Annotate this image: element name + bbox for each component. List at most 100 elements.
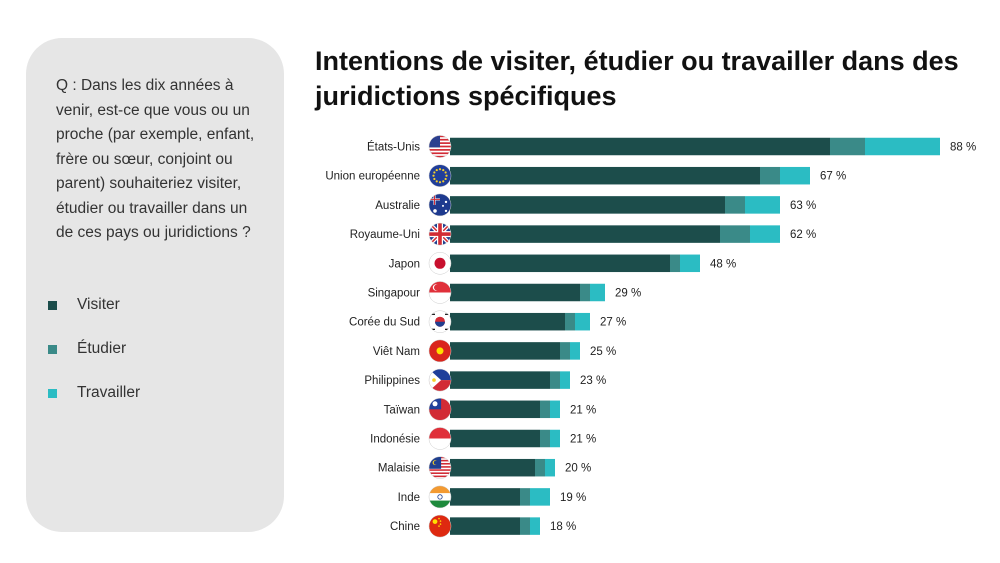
bar-segment-study	[725, 196, 745, 214]
south-korea-flag-icon	[428, 310, 452, 333]
bar-segment-work	[590, 283, 605, 302]
category-label: Indonésie	[370, 434, 420, 446]
category-label: Japon	[389, 258, 420, 270]
bar-segment-work	[750, 225, 780, 243]
india-flag-icon	[428, 485, 452, 509]
bar-segment-work	[530, 488, 550, 506]
bar-segment-visit	[450, 488, 520, 506]
value-label: 62 %	[790, 229, 816, 241]
bar-segment-study	[540, 400, 550, 419]
bar-segment-study	[565, 312, 575, 331]
bar-row: Singapour 29 %	[368, 281, 641, 304]
bar-segment-visit	[450, 342, 560, 360]
bar-row: Malaisie 20 %	[378, 456, 591, 479]
legend-swatch-visit	[48, 301, 57, 310]
malaysia-flag-icon	[428, 456, 452, 479]
indonesia-flag-icon	[428, 427, 452, 450]
bar-segment-work	[560, 371, 570, 389]
category-label: États-Unis	[367, 141, 420, 154]
value-label: 67 %	[820, 171, 846, 183]
category-label: Union européenne	[325, 171, 420, 183]
bar-segment-work	[865, 137, 940, 156]
bar-segment-study	[520, 517, 530, 535]
china-flag-icon	[428, 514, 452, 538]
bar-segment-visit	[450, 312, 565, 331]
bar-segment-study	[580, 283, 590, 302]
bar-row: Chine 18 %	[390, 514, 576, 538]
legend-label-study: Étudier	[77, 340, 127, 357]
bar-segment-visit	[450, 137, 830, 156]
legend-swatch-work	[48, 389, 57, 398]
bar-segment-study	[540, 429, 550, 448]
bar-row: Philippines 23 %	[364, 368, 606, 392]
category-label: Malaisie	[378, 463, 420, 475]
bar-segment-work	[745, 196, 780, 214]
australia-flag-icon	[428, 193, 452, 217]
bar-segment-study	[560, 342, 570, 360]
category-label: Philippines	[364, 375, 420, 387]
legend-panel	[26, 38, 284, 532]
value-label: 29 %	[615, 288, 641, 300]
eu-flag-icon	[428, 164, 452, 187]
legend-swatch-study	[48, 345, 57, 354]
bar-segment-work	[550, 400, 560, 419]
bar-segment-visit	[450, 400, 540, 419]
bar-segment-study	[535, 458, 545, 477]
bar-segment-visit	[450, 225, 720, 243]
value-label: 88 %	[950, 142, 976, 154]
bar-segment-study	[760, 166, 780, 185]
bar-segment-visit	[450, 371, 550, 389]
bar-segment-work	[575, 312, 590, 331]
category-label: Corée du Sud	[349, 317, 420, 329]
value-label: 25 %	[590, 346, 616, 358]
legend-label-visit: Visiter	[77, 296, 120, 313]
bar-row: États-Unis 88 %	[367, 135, 976, 158]
bar-segment-work	[550, 429, 560, 448]
category-label: Singapour	[368, 288, 421, 300]
taiwan-flag-icon	[428, 398, 452, 421]
bar-segment-visit	[450, 283, 580, 302]
bar-segment-work	[780, 166, 810, 185]
bar-row: Union européenne 67 %	[325, 164, 846, 187]
category-label: Chine	[390, 521, 420, 533]
bar-row: Royaume-Uni 62 %	[350, 222, 816, 246]
japan-flag-icon	[428, 252, 452, 275]
bar-row: Viêt Nam 25 %	[373, 339, 616, 363]
singapore-flag-icon	[428, 281, 452, 304]
bar-row: Indonésie 21 %	[370, 427, 596, 450]
bar-segment-study	[550, 371, 560, 389]
value-label: 21 %	[570, 434, 596, 446]
uk-flag-icon	[428, 222, 452, 246]
bar-segment-work	[680, 254, 700, 273]
bar-segment-visit	[450, 429, 540, 448]
value-label: 23 %	[580, 375, 606, 387]
value-label: 21 %	[570, 404, 596, 416]
legend-label-work: Travailler	[77, 384, 141, 401]
bar-segment-visit	[450, 254, 670, 273]
value-label: 27 %	[600, 317, 626, 329]
bar-segment-work	[545, 458, 555, 477]
value-label: 18 %	[550, 521, 576, 533]
category-label: Taïwan	[384, 404, 420, 416]
bar-segment-work	[530, 517, 540, 535]
survey-question: Q : Dans les dix années à venir, est-ce …	[56, 77, 255, 241]
value-label: 20 %	[565, 463, 591, 475]
bar-segment-visit	[450, 166, 760, 185]
us-flag-icon	[428, 135, 452, 158]
category-label: Royaume-Uni	[350, 229, 420, 241]
bar-segment-study	[520, 488, 530, 506]
bar-segment-study	[670, 254, 680, 273]
category-label: Viêt Nam	[373, 346, 420, 358]
bar-row: Australie 63 %	[375, 193, 816, 217]
value-label: 63 %	[790, 200, 816, 212]
chart-title: Intentions de visiter, étudier ou travai…	[315, 46, 959, 111]
bar-segment-visit	[450, 517, 520, 535]
bar-row: Corée du Sud 27 %	[349, 310, 626, 333]
bar-row: Japon 48 %	[389, 252, 736, 275]
bar-segment-study	[720, 225, 750, 243]
value-label: 48 %	[710, 258, 736, 270]
category-label: Inde	[398, 492, 420, 504]
bar-segment-work	[570, 342, 580, 360]
bar-row: Inde 19 %	[398, 485, 586, 509]
